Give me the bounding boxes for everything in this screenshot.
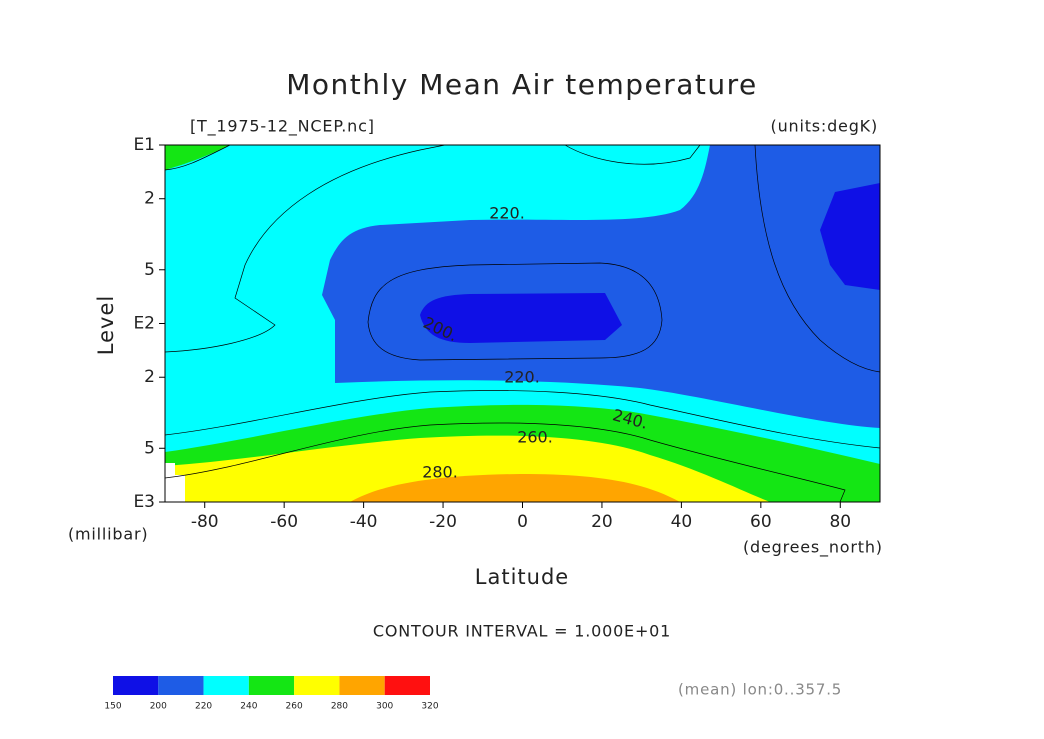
contour-lines: [164, 144, 881, 503]
note: (mean) lon:0..357.5: [678, 681, 842, 699]
axes: -80 -60 -40 -20 0 20 40 60 80 E1 2 5 E2 2 5 E3: [133, 135, 851, 532]
colorbar: 150 200 220 240 260 280 300 320: [104, 676, 439, 712]
x-tick-label: 80: [829, 512, 851, 532]
colorbar-box: [294, 676, 340, 695]
y-tick-label: 5: [144, 260, 155, 280]
x-tick-label: 20: [591, 512, 613, 532]
subtitle-left: [T_1975-12_NCEP.nc]: [190, 117, 375, 137]
colorbar-label: 320: [421, 702, 438, 712]
contour-label: 220.: [504, 368, 540, 387]
colorbar-box: [384, 676, 430, 695]
footer: CONTOUR INTERVAL = 1.000E+01: [373, 622, 671, 641]
y-tick-label: 5: [144, 438, 155, 458]
contour-label: 280.: [422, 463, 458, 482]
chart-title: Monthly Mean Air temperature: [286, 68, 758, 101]
x-tick-label: -20: [429, 512, 457, 532]
x-units: (degrees_north): [743, 538, 883, 558]
y-tick-label: E3: [133, 492, 155, 512]
contour-label: 220.: [489, 204, 525, 223]
x-tick-label: 40: [671, 512, 693, 532]
contour-line: [164, 390, 881, 449]
contour-line: [754, 144, 881, 373]
contour-region: [350, 474, 680, 502]
x-tick-label: -80: [191, 512, 219, 532]
colorbar-box: [113, 676, 159, 695]
subtitle-right: (units:degK): [771, 117, 878, 136]
y-units: (millibar): [68, 525, 148, 544]
y-axis-label: Level: [94, 295, 118, 355]
contour-region: [165, 145, 230, 170]
contour-label: 260.: [517, 428, 553, 447]
y-tick-label: 2: [144, 189, 155, 209]
y-tick-label: 2: [144, 367, 155, 387]
colorbar-label: 240: [240, 702, 257, 712]
contour-line: [564, 144, 701, 165]
colorbar-box: [248, 676, 295, 695]
colorbar-label: 150: [104, 702, 121, 712]
contour-region: [420, 293, 622, 343]
colorbar-box: [203, 676, 249, 695]
contour-fill: [165, 145, 880, 502]
y-tick-label: E2: [133, 314, 155, 334]
x-tick-label: 60: [750, 512, 772, 532]
colorbar-label: 200: [150, 702, 167, 712]
colorbar-label: 300: [376, 702, 393, 712]
contour-region: [322, 145, 880, 428]
x-tick-label: 0: [517, 512, 528, 532]
contour-line: [367, 262, 663, 361]
contour-region: [820, 183, 880, 290]
colorbar-label: 280: [331, 702, 348, 712]
y-tick-label: E1: [133, 135, 155, 155]
colorbar-box: [158, 676, 204, 695]
colorbar-label: 220: [195, 702, 212, 712]
contour-line: [164, 422, 846, 503]
x-tick-label: -40: [350, 512, 378, 532]
x-axis-label: Latitude: [475, 565, 569, 589]
colorbar-label: 260: [286, 702, 303, 712]
contour-line: [164, 144, 231, 171]
missing-area: [165, 463, 185, 502]
contour-line: [164, 144, 446, 353]
x-tick-label: -60: [270, 512, 298, 532]
colorbar-box: [339, 676, 385, 695]
